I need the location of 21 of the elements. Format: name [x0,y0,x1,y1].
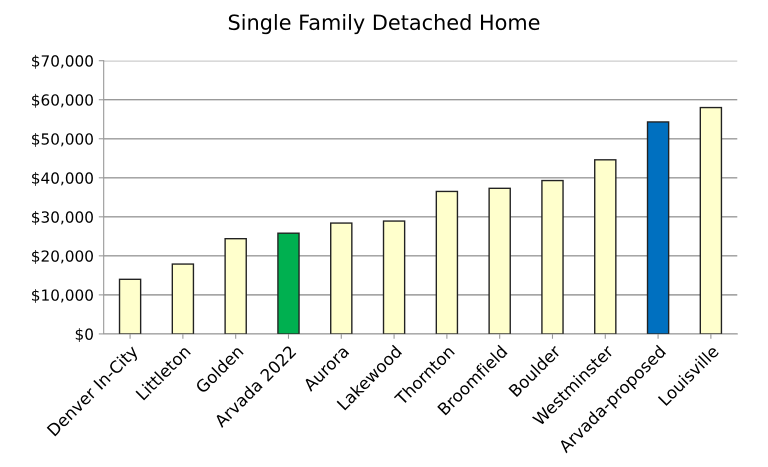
chart-title: Single Family Detached Home [228,14,540,34]
bar [382,220,406,334]
bar [277,232,300,334]
bar [330,222,353,334]
bar [488,188,511,334]
bar [436,190,458,334]
bar [224,238,247,334]
y-tick-label: $70,000 [32,54,93,69]
y-tick-label: $0 [76,328,93,342]
y-tick-label: $20,000 [32,250,93,264]
y-tick-label: $40,000 [32,172,93,186]
bar [118,278,142,334]
bar [594,159,617,334]
bar [172,263,194,334]
bar [700,106,722,334]
y-tick-label: $30,000 [32,211,93,225]
bar [646,121,670,334]
y-tick-label: $10,000 [32,289,93,303]
y-tick-label: $50,000 [32,132,93,147]
y-tick-label: $60,000 [32,94,93,108]
bar [541,180,564,334]
